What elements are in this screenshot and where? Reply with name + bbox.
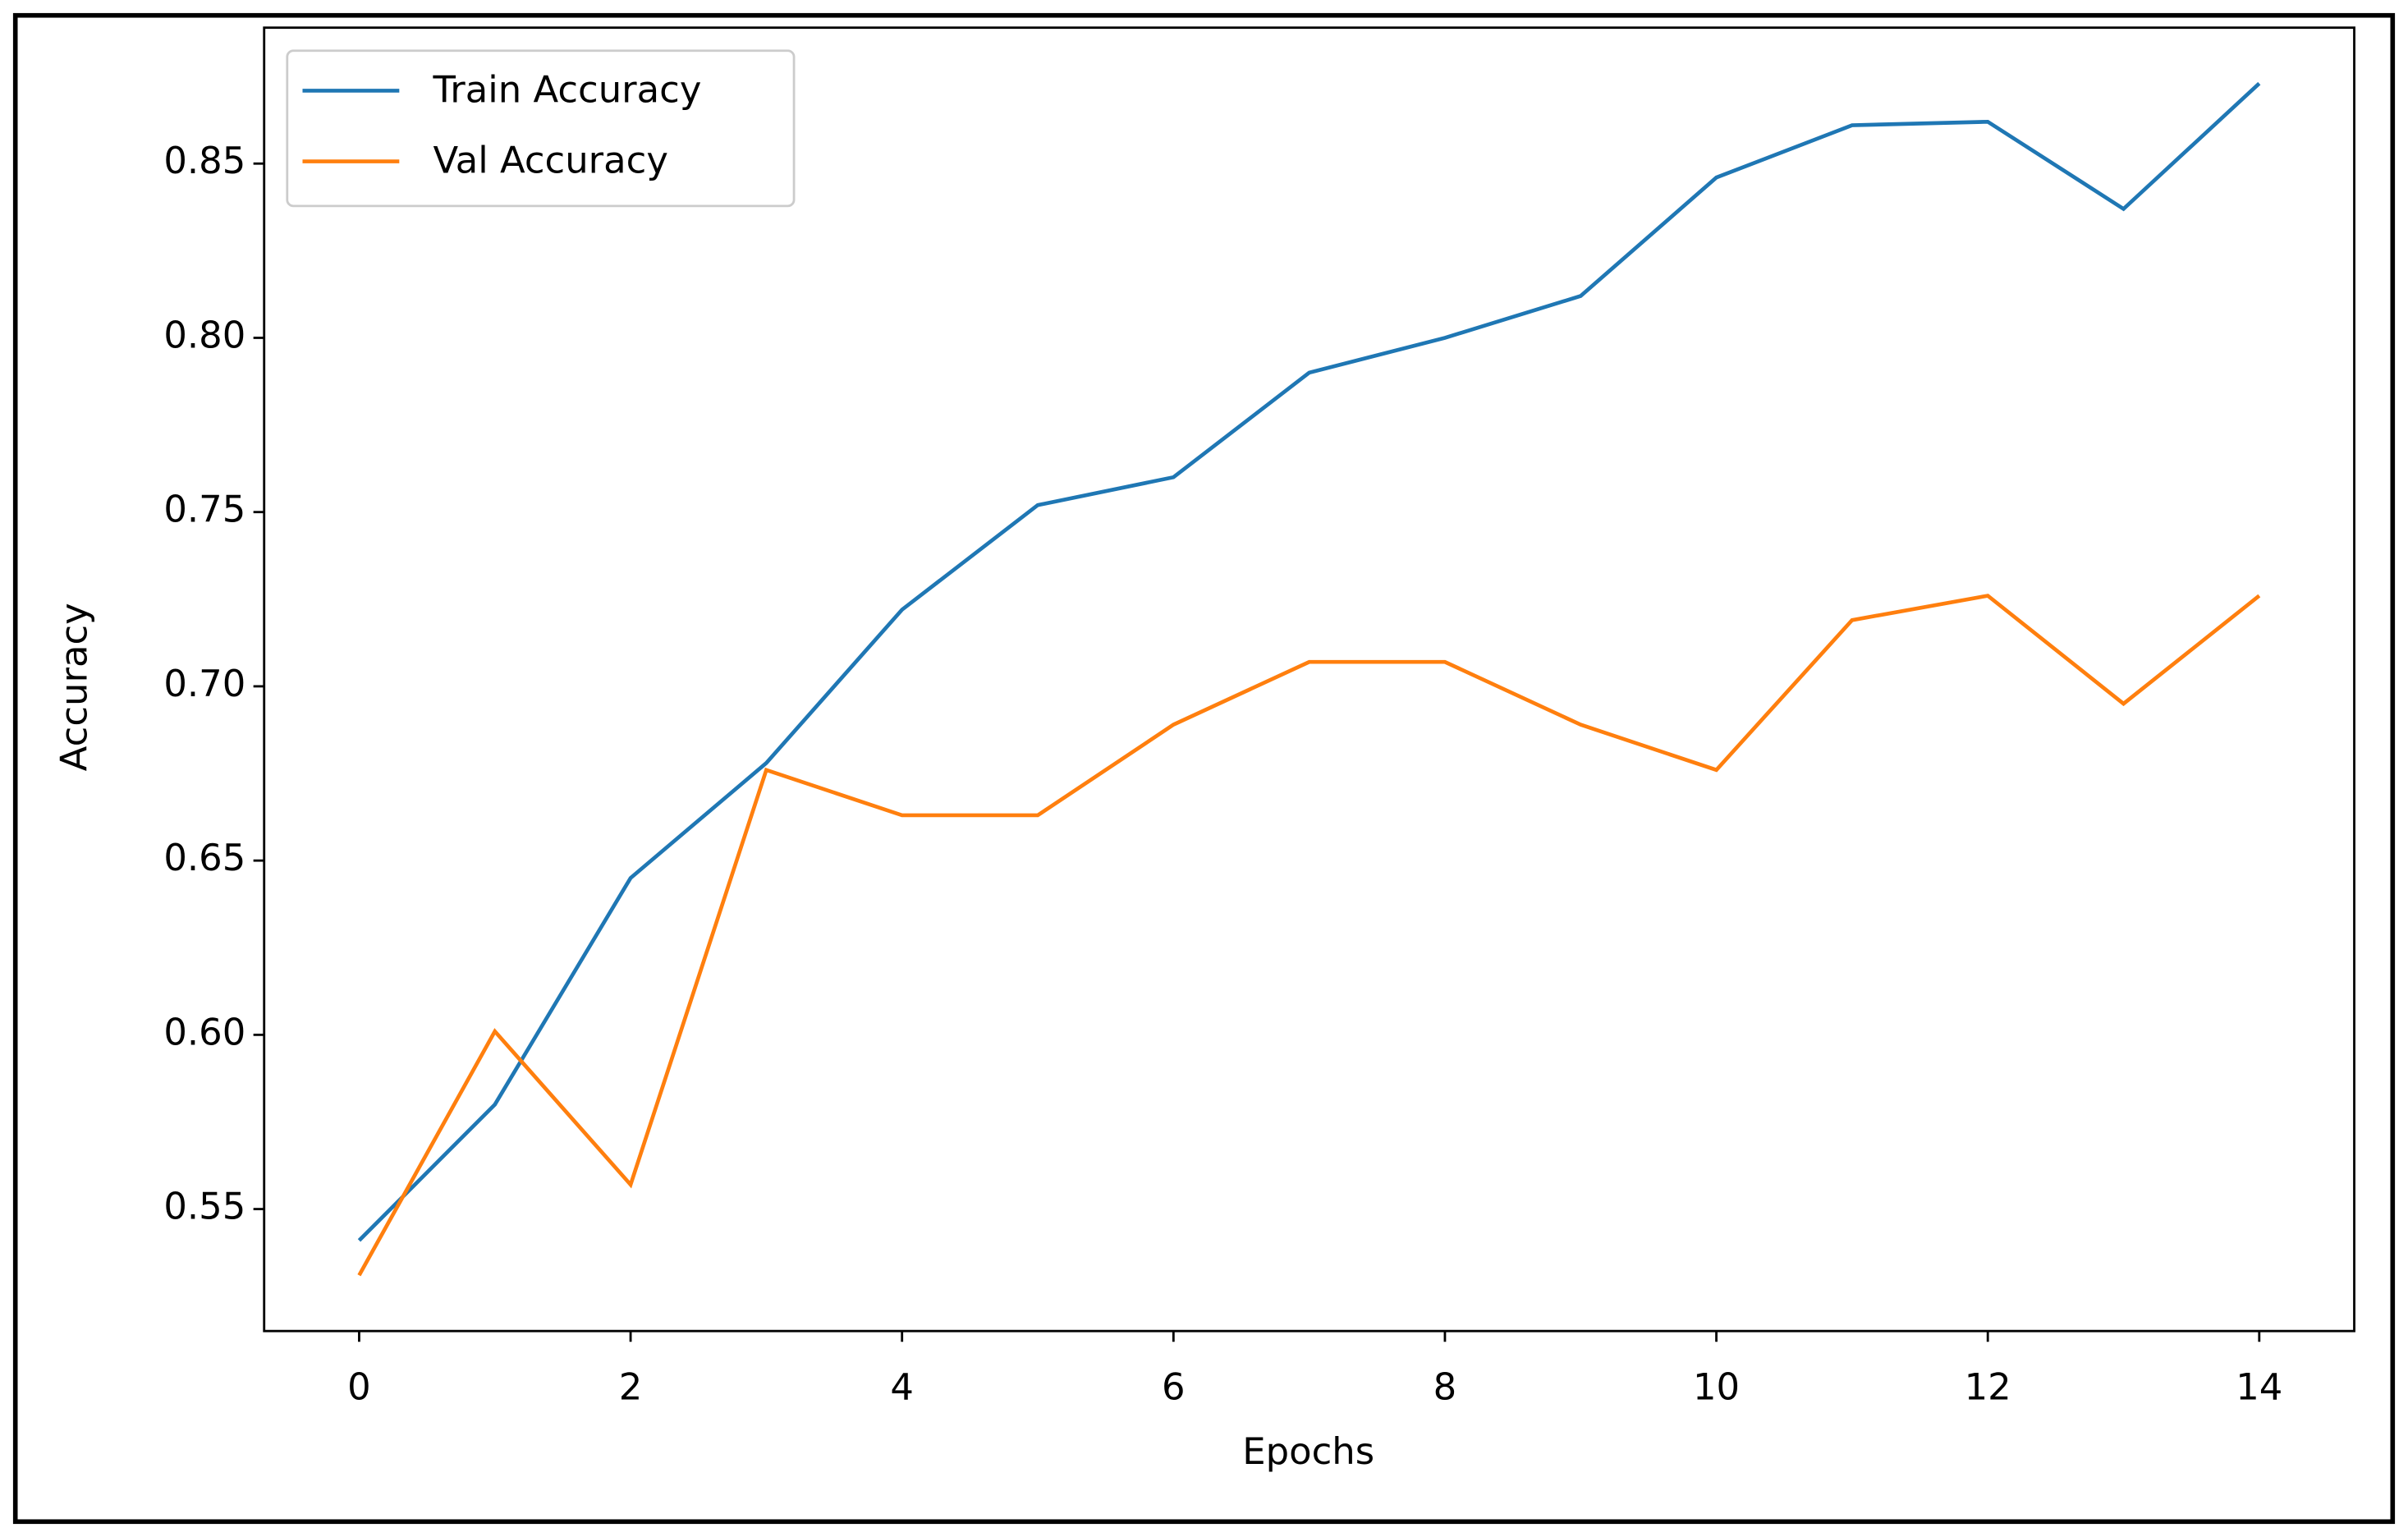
y-tick-label: 0.60 <box>163 1010 245 1053</box>
x-axis-label: Epochs <box>1242 1429 1374 1473</box>
plot-area <box>263 26 2355 1333</box>
y-tick-label: 0.85 <box>163 139 245 182</box>
legend-label: Val Accuracy <box>433 138 667 181</box>
y-tick-label: 0.80 <box>163 313 245 356</box>
y-axis-label: Accuracy <box>53 603 96 771</box>
x-tick-label: 4 <box>890 1365 914 1408</box>
x-tick-label: 14 <box>2236 1365 2282 1408</box>
x-tick-label: 10 <box>1693 1365 1740 1408</box>
x-tick-label: 2 <box>619 1365 643 1408</box>
y-tick-label: 0.65 <box>163 836 245 879</box>
legend-box <box>286 49 796 208</box>
y-tick-label: 0.70 <box>163 662 245 705</box>
data-line <box>357 594 2261 1277</box>
data-line <box>357 81 2261 1242</box>
y-tick-label: 0.55 <box>163 1185 245 1228</box>
frame <box>12 12 2396 1525</box>
x-tick-label: 8 <box>1433 1365 1457 1408</box>
x-tick-label: 6 <box>1162 1365 1186 1408</box>
x-tick-label: 0 <box>347 1365 371 1408</box>
y-tick-label: 0.75 <box>163 488 245 531</box>
x-tick-label: 12 <box>1965 1365 2011 1408</box>
legend-label: Train Accuracy <box>432 67 701 111</box>
